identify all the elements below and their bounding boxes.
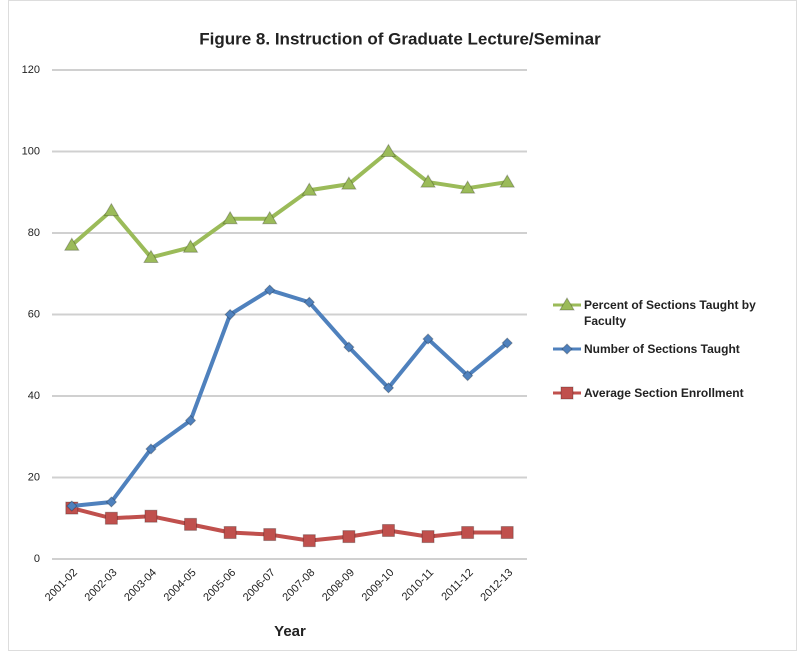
marker	[143, 249, 159, 263]
marker	[559, 297, 575, 311]
marker	[301, 182, 318, 196]
x-tick-label: 2001-02	[43, 567, 80, 604]
marker	[380, 143, 397, 157]
marker	[63, 237, 80, 251]
legend-label: Percent of Sections Taught by Faculty	[584, 298, 756, 328]
marker	[499, 174, 516, 188]
marker	[342, 530, 356, 544]
x-axis-title: Year	[274, 623, 306, 640]
marker	[421, 530, 435, 544]
marker	[561, 343, 573, 355]
marker	[105, 496, 118, 508]
marker	[420, 174, 436, 188]
marker	[341, 176, 357, 190]
marker	[422, 333, 434, 345]
marker	[103, 202, 120, 217]
marker	[560, 386, 574, 400]
marker	[104, 511, 118, 525]
marker	[184, 517, 198, 531]
marker	[184, 414, 197, 427]
marker	[66, 500, 78, 512]
marker	[223, 526, 237, 540]
marker	[461, 526, 475, 540]
series-line	[71, 506, 508, 543]
marker	[263, 528, 277, 542]
x-tick-label: 2004-05	[162, 567, 199, 604]
x-tick-label: 2005-06	[201, 567, 238, 604]
y-tick-label: 60	[28, 308, 40, 320]
y-tick-label: 40	[28, 390, 40, 402]
x-tick-label: 2007-08	[280, 567, 317, 604]
series-line	[71, 288, 509, 509]
marker	[381, 523, 395, 537]
legend-swatch	[553, 297, 581, 311]
y-tick-label: 80	[28, 227, 40, 239]
x-tick-label: 2006-07	[241, 567, 278, 604]
marker	[145, 443, 157, 455]
marker	[303, 296, 315, 308]
x-tick-label: 2010-11	[400, 567, 436, 603]
legend-swatch	[553, 343, 581, 355]
legend-label: Average Section Enrollment	[584, 386, 744, 400]
marker	[501, 337, 513, 349]
marker	[500, 526, 514, 540]
x-tick-label: 2008-09	[320, 567, 357, 604]
marker	[261, 210, 278, 225]
y-tick-label: 0	[34, 553, 40, 565]
x-tick-label: 2011-12	[439, 567, 475, 603]
series-line	[70, 149, 508, 260]
x-tick-label: 2003-04	[122, 567, 159, 604]
legend-swatch	[553, 386, 581, 400]
marker	[461, 369, 474, 382]
marker	[144, 509, 158, 523]
y-tick-label: 100	[22, 145, 40, 157]
frame	[8, 0, 797, 651]
marker	[224, 308, 236, 321]
chart-title: Figure 8. Instruction of Graduate Lectur…	[199, 29, 601, 48]
x-tick-label: 2009-10	[360, 567, 397, 604]
marker	[459, 180, 476, 194]
marker	[264, 284, 276, 296]
marker	[302, 534, 316, 548]
marker	[222, 210, 238, 225]
legend-label: Number of Sections Taught	[584, 342, 740, 356]
marker	[182, 239, 199, 253]
y-tick-label: 120	[22, 64, 40, 76]
marker	[382, 382, 395, 394]
marker	[343, 341, 355, 353]
y-tick-label: 20	[28, 471, 40, 483]
x-tick-label: 2012-13	[478, 567, 515, 604]
x-tick-label: 2002-03	[83, 567, 120, 604]
